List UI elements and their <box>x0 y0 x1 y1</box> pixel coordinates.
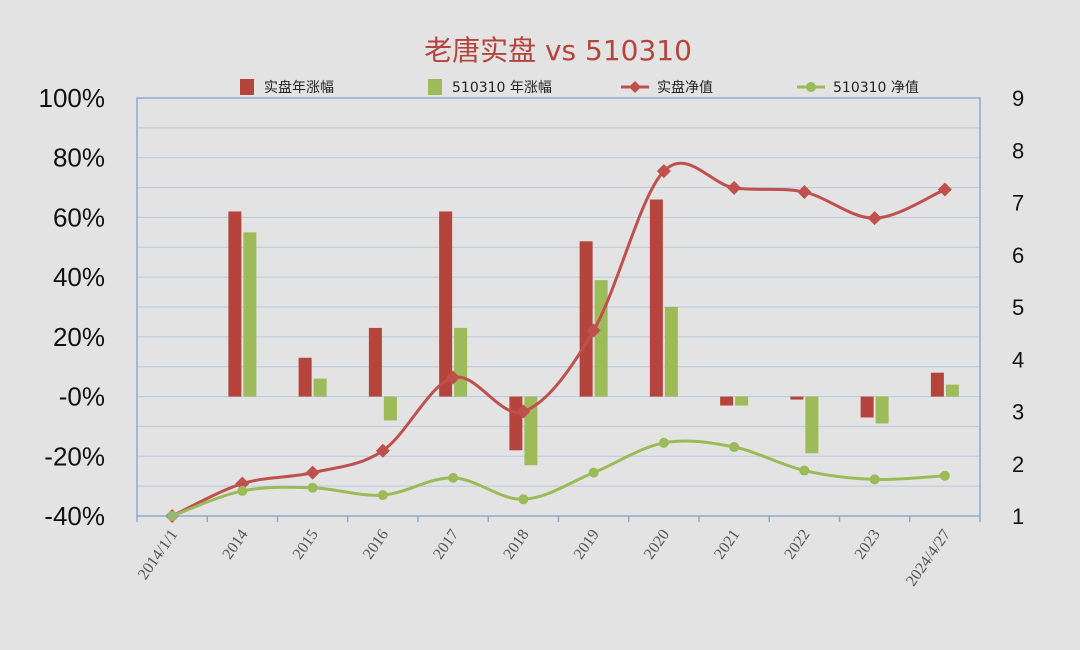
bar-portfolio-4 <box>439 211 453 397</box>
y-right-tick-label: 4 <box>1012 347 1024 372</box>
point-portfolio-nav-1 <box>235 476 250 491</box>
point-index-nav-1 <box>237 485 248 496</box>
y-right-tick-label: 2 <box>1012 452 1024 477</box>
point-portfolio-nav-7 <box>656 164 671 179</box>
y-left-tick-label: -20% <box>44 441 105 471</box>
bar-index-7 <box>664 307 678 397</box>
bar-index-8 <box>735 396 749 406</box>
legend-label-2: 实盘净值 <box>657 79 713 96</box>
line-index-nav <box>171 439 945 518</box>
point-portfolio-nav-9 <box>797 185 812 200</box>
point-index-nav-10 <box>869 474 880 485</box>
bar-portfolio-2 <box>298 357 312 397</box>
point-index-nav-9 <box>799 465 810 476</box>
bar-portfolio-9 <box>790 396 804 400</box>
gridlines <box>137 97 980 517</box>
point-index-nav-2 <box>307 482 318 493</box>
legend-marker-2 <box>629 81 641 93</box>
y-right-tick-label: 7 <box>1012 191 1024 216</box>
y-right-tick-label: 5 <box>1012 295 1024 320</box>
y-left-tick-label: -40% <box>44 501 105 531</box>
bar-index-10 <box>875 396 889 424</box>
point-index-nav-4 <box>448 472 459 483</box>
bar-index-4 <box>454 327 468 397</box>
bar-index-1 <box>243 232 257 397</box>
point-portfolio-nav-6 <box>586 323 601 338</box>
point-index-nav-11 <box>939 470 950 481</box>
chart-title: 老唐实盘 vs 510310 <box>424 34 692 67</box>
x-tick-label: 2016 <box>360 527 392 563</box>
x-tick-label: 2024/4/27 <box>903 527 954 590</box>
bar-index-2 <box>313 378 327 397</box>
x-tick-label: 2019 <box>571 527 603 563</box>
legend-label-3: 510310 净值 <box>833 80 919 96</box>
point-index-nav-3 <box>377 490 388 501</box>
point-portfolio-nav-8 <box>727 180 742 195</box>
bar-index-3 <box>383 396 397 421</box>
legend-swatch-1 <box>428 79 442 95</box>
x-tick-label: 2015 <box>290 527 322 563</box>
bar-portfolio-3 <box>368 327 382 397</box>
point-portfolio-nav-11 <box>937 182 952 197</box>
legend-label-0: 实盘年涨幅 <box>264 79 334 96</box>
legend-label-1: 510310 年涨幅 <box>452 80 552 96</box>
y-right-tick-label: 9 <box>1012 86 1024 111</box>
point-index-nav-5 <box>518 494 529 505</box>
point-portfolio-nav-3 <box>375 443 390 458</box>
x-tick-label: 2022 <box>781 527 813 563</box>
y-right-tick-label: 6 <box>1012 243 1024 268</box>
lines <box>165 161 952 523</box>
point-portfolio-nav-2 <box>305 465 320 480</box>
x-tick-label: 2021 <box>711 527 743 563</box>
y-left-tick-label: 40% <box>53 262 105 292</box>
bar-portfolio-8 <box>720 396 734 406</box>
bar-index-11 <box>945 384 959 397</box>
y-left-tick-label: 60% <box>53 202 105 232</box>
bar-portfolio-1 <box>228 211 242 397</box>
point-portfolio-nav-4 <box>446 370 461 385</box>
point-portfolio-nav-10 <box>867 211 882 226</box>
bar-portfolio-5 <box>509 396 523 451</box>
y-right-tick-label: 1 <box>1012 504 1024 529</box>
y-right-tick-label: 8 <box>1012 138 1024 163</box>
point-index-nav-6 <box>588 467 599 478</box>
x-tick-label: 2014 <box>219 527 251 563</box>
y-right-tick-label: 3 <box>1012 400 1024 425</box>
bar-portfolio-10 <box>860 396 874 418</box>
x-tick-label: 2017 <box>430 527 462 563</box>
x-tick-label: 2018 <box>500 527 532 563</box>
bar-portfolio-11 <box>930 372 944 397</box>
y-left-tick-label: 20% <box>53 322 105 352</box>
bar-portfolio-7 <box>649 199 663 397</box>
legend: 实盘年涨幅 510310 年涨幅 实盘净值 510310 净值 <box>240 79 919 96</box>
bar-index-9 <box>805 396 819 454</box>
x-tick-label: 2023 <box>852 527 884 563</box>
point-index-nav-7 <box>658 437 669 448</box>
bar-index-6 <box>594 280 608 397</box>
point-index-nav-8 <box>729 442 740 453</box>
x-tick-label: 2014/1/1 <box>135 527 182 583</box>
bar-portfolio-6 <box>579 241 593 397</box>
y-left-tick-label: 80% <box>53 143 105 173</box>
legend-swatch-0 <box>240 79 254 95</box>
point-portfolio-nav-5 <box>516 404 531 419</box>
x-tick-label: 2020 <box>641 527 673 563</box>
legend-marker-3 <box>806 82 816 92</box>
y-left-tick-label: -0% <box>59 382 105 412</box>
axes: -40% -20% -0% 20% 40% 60% 80% 100% 1 2 3 4 5 6 7 8 9 2014… <box>39 83 1025 589</box>
line-portfolio-nav <box>171 161 946 518</box>
y-left-tick-label: 100% <box>39 83 106 113</box>
